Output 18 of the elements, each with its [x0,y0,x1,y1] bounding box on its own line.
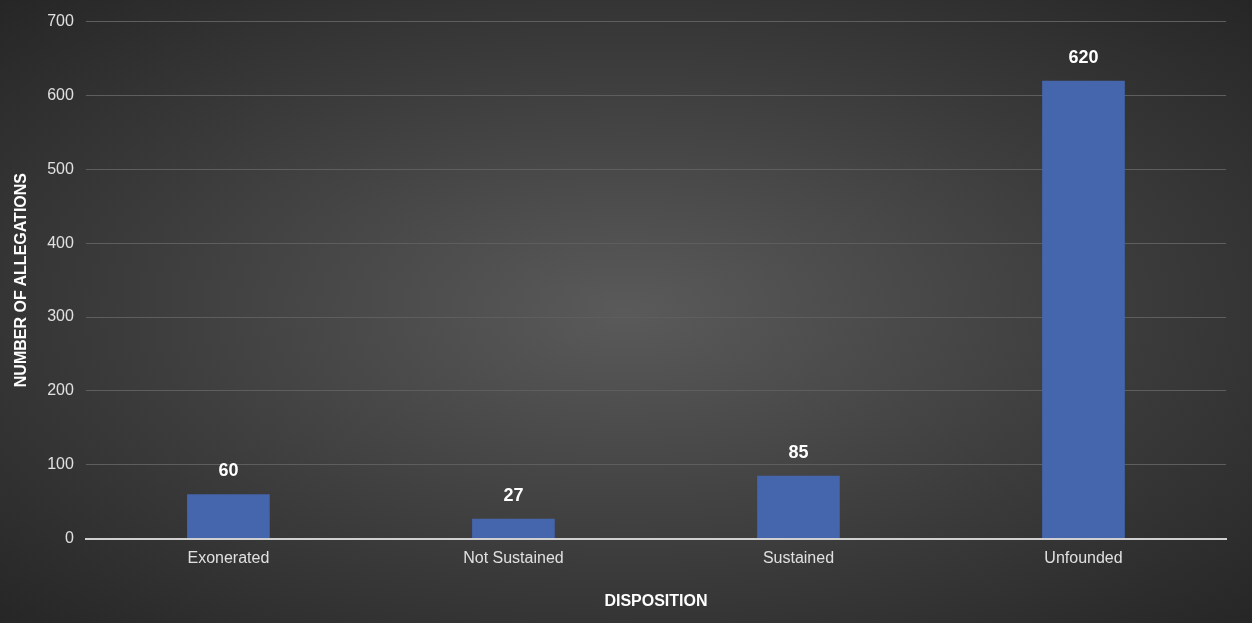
data-label: 27 [503,484,524,505]
y-tick-label: 100 [47,455,74,473]
data-label: 60 [218,460,239,481]
data-label: 85 [788,441,809,462]
x-tick-label: Not Sustained [463,548,564,566]
y-tick-label: 0 [64,529,74,547]
x-axis-title: DISPOSITION [604,591,708,609]
data-label: 620 [1068,46,1099,67]
y-axis-title: NUMBER OF ALLEGATIONS [12,172,30,388]
y-tick-label: 600 [47,85,74,103]
x-tick-label: Sustained [762,548,835,566]
y-tick-label: 700 [47,12,74,30]
y-tick-label: 300 [47,307,74,325]
x-tick-label: Exonerated [187,548,270,566]
y-tick-label: 200 [47,381,74,399]
y-tick-label: 400 [47,233,74,251]
x-tick-label: Unfounded [1044,548,1123,566]
y-tick-label: 500 [47,159,74,177]
